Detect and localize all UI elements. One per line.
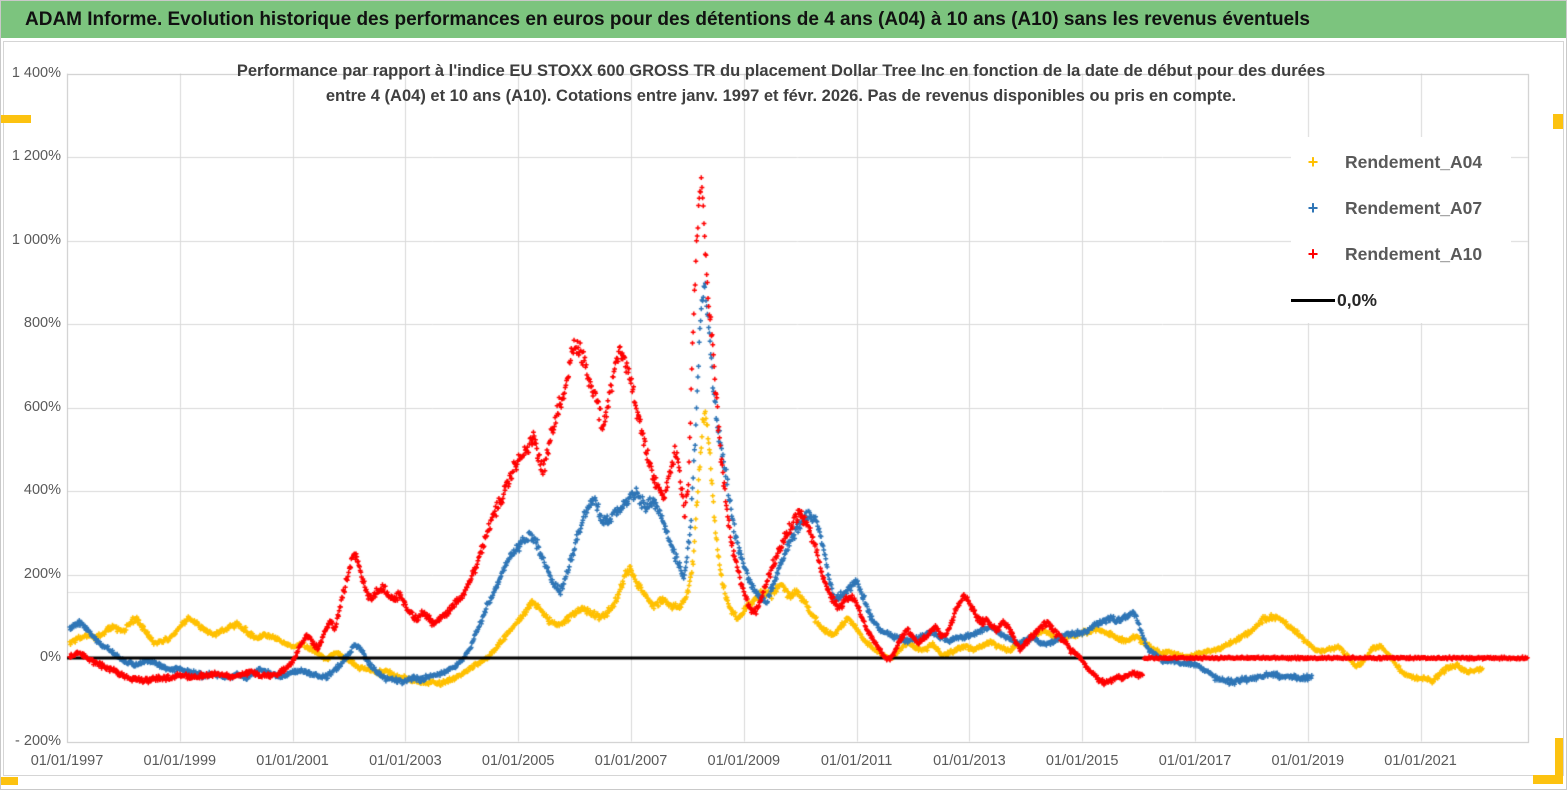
legend[interactable]: + Rendement_A04 + Rendement_A07 + Rendement_A… bbox=[1291, 137, 1511, 323]
y-axis-tick-label: 400% bbox=[23, 482, 61, 498]
gold-selection-mark-bottom-left bbox=[1, 777, 18, 785]
gold-selection-mark-top-right bbox=[1553, 114, 1563, 129]
legend-item-label: Rendement_A04 bbox=[1345, 151, 1483, 172]
gold-selection-mark-left bbox=[1, 115, 31, 123]
y-axis-tick-label: 800% bbox=[23, 315, 61, 331]
legend-plus-marker-icon: + bbox=[1307, 244, 1319, 264]
x-axis-tick-label: 01/01/1997 bbox=[30, 753, 104, 769]
x-axis-tick-label: 01/01/2021 bbox=[1384, 753, 1457, 769]
legend-item-rendement-a04[interactable]: + Rendement_A04 bbox=[1291, 147, 1482, 177]
x-axis-tick-label: 01/01/1999 bbox=[143, 753, 217, 769]
y-axis-tick-label: 1 000% bbox=[11, 231, 61, 248]
x-axis-tick-label: 01/01/2003 bbox=[369, 753, 442, 769]
y-axis-tick-label: 0% bbox=[40, 649, 61, 665]
y-axis-tick-label: 600% bbox=[23, 398, 61, 415]
chart-title: Performance par rapport à l'indice EU ST… bbox=[164, 59, 1398, 109]
y-axis-tick-label: - 200% bbox=[15, 732, 61, 749]
x-axis-tick-label: 01/01/2009 bbox=[707, 753, 781, 769]
chart-title-line1: Performance par rapport à l'indice EU ST… bbox=[236, 62, 1326, 80]
gold-selection-mark-bottom-right bbox=[1533, 775, 1563, 784]
x-axis-tick-label: 01/01/2007 bbox=[594, 753, 668, 769]
legend-plus-marker-icon: + bbox=[1307, 152, 1319, 172]
legend-line-marker-icon bbox=[1291, 298, 1335, 302]
legend-item-label: Rendement_A07 bbox=[1345, 197, 1483, 218]
x-axis-tick-label: 01/01/2013 bbox=[933, 753, 1006, 769]
x-axis-tick-label: 01/01/2011 bbox=[820, 753, 893, 769]
legend-item-rendement-a07[interactable]: + Rendement_A07 bbox=[1291, 193, 1482, 223]
legend-item-label: 0,0% bbox=[1337, 289, 1377, 310]
legend-item-rendement-a10[interactable]: + Rendement_A10 bbox=[1291, 239, 1482, 269]
legend-item-label: Rendement_A10 bbox=[1345, 243, 1483, 264]
x-axis-tick-label: 01/01/2019 bbox=[1271, 753, 1345, 769]
gold-selection-mark-right-bottom bbox=[1555, 738, 1563, 784]
y-axis-tick-label: 200% bbox=[23, 565, 61, 582]
x-axis-tick-label: 01/01/2015 bbox=[1045, 753, 1119, 769]
legend-plus-marker-icon: + bbox=[1307, 198, 1319, 218]
y-axis-tick-label: 1 200% bbox=[11, 148, 61, 164]
chart-title-line2: entre 4 (A04) et 10 ans (A10). Cotations… bbox=[325, 87, 1237, 105]
y-axis-tick-label: 1 400% bbox=[11, 64, 61, 81]
legend-item-0-0-[interactable]: 0,0% bbox=[1291, 285, 1377, 315]
x-axis-tick-label: 01/01/2017 bbox=[1158, 753, 1232, 769]
x-axis-tick-label: 01/01/2001 bbox=[256, 753, 329, 769]
x-axis-tick-label: 01/01/2005 bbox=[481, 753, 555, 769]
